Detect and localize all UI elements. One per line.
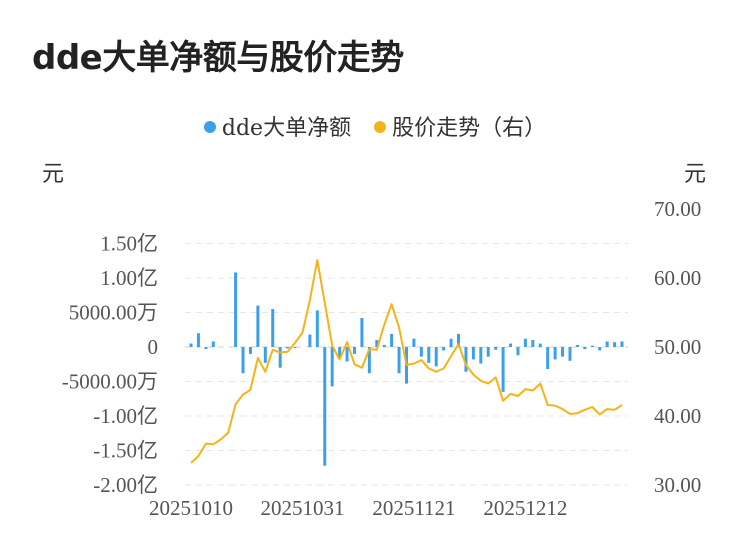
dde-bar [390,333,394,347]
x-tick-label: 20251010 [149,496,233,520]
dde-bar [367,347,371,374]
dde-bar [449,338,453,347]
left-tick-label: 1.00亿 [100,266,158,290]
legend-item-price[interactable]: 股价走势（右） [374,110,546,142]
legend-label-dde: dde大单净额 [221,116,352,141]
right-tick-label: 40.00 [654,404,701,428]
dde-bar [382,344,386,347]
right-tick-label: 30.00 [654,473,701,497]
left-tick-label: -2.00亿 [93,473,158,497]
legend: dde大单净额 股价走势（右） [0,110,750,142]
legend-dot-dde-icon [203,121,216,133]
dde-bar [434,347,438,367]
left-tick-label: 5000.00万 [69,301,158,325]
right-tick-label: 50.00 [654,335,701,359]
dde-bar [427,347,431,363]
dde-bar [598,347,602,351]
dde-bar [360,318,364,347]
dde-bar [457,333,461,347]
dde-bar [278,347,282,368]
dde-bar [330,347,334,387]
dde-bar [271,309,275,347]
dde-bar [442,347,446,351]
dde-bar [375,340,379,347]
dde-bar [256,305,260,347]
dde-bar [189,343,193,347]
dde-bar [263,347,267,363]
dde-bar [248,347,252,354]
dde-bar [516,347,520,356]
dde-bar [575,344,579,347]
left-tick-label: 0 [148,335,159,359]
dde-bar [501,347,505,392]
price-line [190,259,623,464]
dde-bar [286,347,290,349]
dde-bar [620,341,624,347]
dde-bar [315,310,319,347]
dde-bar [211,341,215,347]
dde-bar [293,347,297,348]
dde-bar [553,347,557,360]
dde-bar [531,340,535,347]
dde-bar [338,347,342,359]
dde-bar [397,347,401,374]
dde-bar [464,347,468,372]
left-tick-label: -1.00亿 [93,404,158,428]
dde-bar [538,343,542,347]
left-tick-label: -1.50亿 [93,439,158,463]
dde-bar [605,341,609,347]
dde-bar [546,347,550,370]
dde-bar [352,347,356,354]
dde-bar [196,333,200,347]
legend-item-dde[interactable]: dde大单净额 [203,110,352,142]
chart-title: dde大单净额与股价走势 [32,38,404,78]
right-tick-label: 70.00 [654,197,701,221]
dde-bar [204,347,208,350]
dde-bar [471,347,475,360]
dde-bar [494,347,498,350]
x-tick-label: 20251212 [483,496,567,520]
x-tick-label: 20251031 [260,496,344,520]
dde-bar [241,347,245,374]
left-tick-label: -5000.00万 [62,370,158,394]
legend-label-price: 股价走势（右） [392,116,547,141]
dde-bar [479,347,483,364]
x-tick-label: 20251121 [372,496,455,520]
dde-bar [486,347,490,357]
dde-bar [523,338,527,347]
dde-bar [234,272,238,347]
dde-bar [509,343,513,347]
right-tick-label: 60.00 [654,266,701,290]
dde-bar [613,342,617,347]
dde-bar [323,347,327,466]
dde-bar [345,347,349,362]
left-axis-unit: 元 [42,162,65,187]
dde-bar [568,347,572,361]
dde-bar [583,347,587,350]
dde-bar [412,338,416,347]
legend-dot-price-icon [374,121,387,133]
dde-bar [308,334,312,347]
right-axis-unit: 元 [683,162,706,187]
left-tick-label: 1.50亿 [100,232,158,256]
dde-bar [561,347,565,357]
dde-bar [419,347,423,357]
dde-bar [590,345,594,347]
